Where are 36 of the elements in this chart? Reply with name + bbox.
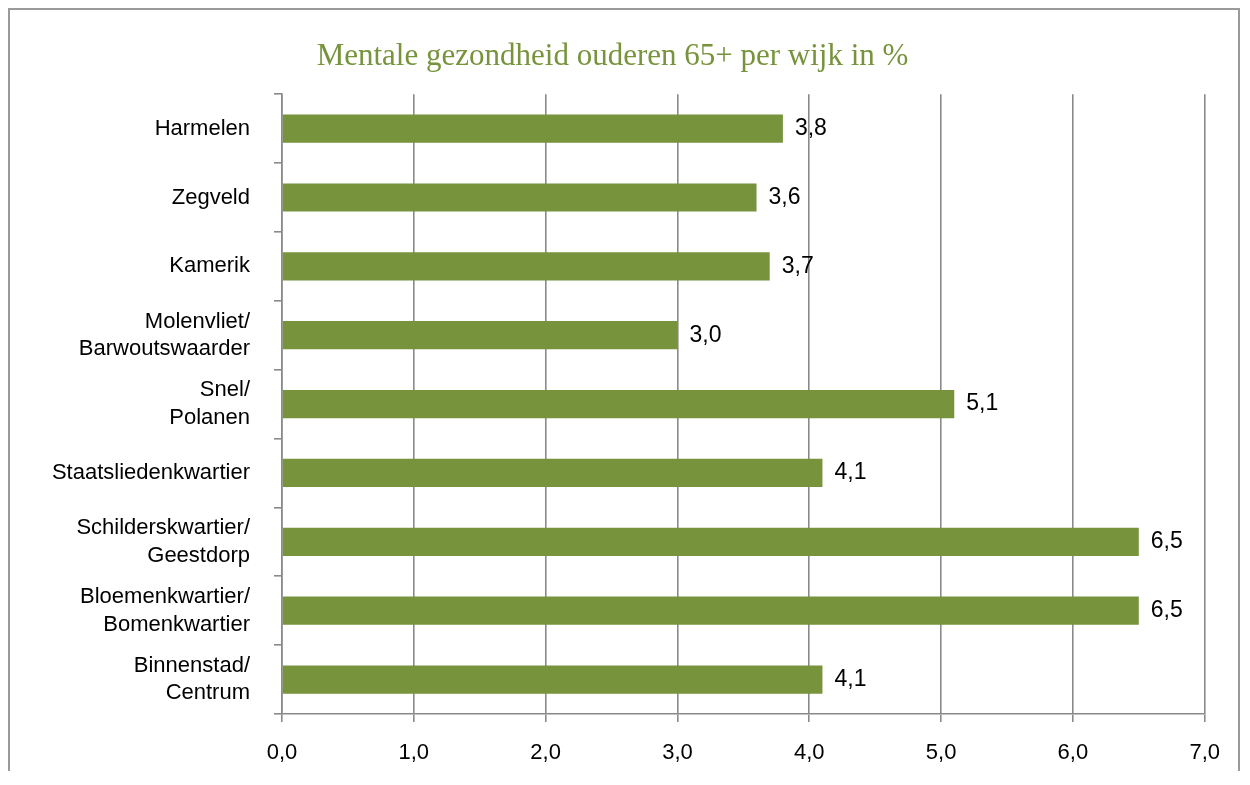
data-label: 3,8 [794,113,827,140]
y-tick-label: Staatsliedenkwartier [51,459,250,485]
data-label: 6,5 [1150,527,1183,554]
x-tick-label: 6,0 [1057,739,1089,765]
y-tick-label: Zegveld [171,183,250,209]
data-label: 4,1 [834,458,867,485]
y-tick-label: Bloemenkwartier/ Bomenkwartier [80,583,251,636]
chart-title: Mentale gezondheid ouderen 65+ per wijk in % [316,36,909,72]
bar [282,527,1139,556]
data-label: 4,1 [834,664,867,691]
data-label: 6,5 [1150,596,1183,623]
bar [282,114,783,143]
y-tick-label: Kamerik [169,252,251,278]
x-tick-label: 4,0 [793,739,825,765]
bar [282,665,823,694]
x-tick-label: 1,0 [398,739,430,765]
data-label: 3,7 [781,251,814,278]
x-tick-label: 5,0 [925,739,957,765]
bar [282,321,678,350]
bar [282,458,823,488]
x-tick-label: 7,0 [1189,739,1221,765]
y-tick-label: Binnenstad/ Centrum [133,651,251,705]
data-label: 3,0 [689,320,722,347]
data-label: 5,1 [966,389,999,416]
x-tick-label: 2,0 [530,739,561,765]
bar [282,252,770,281]
y-tick-label: Snel/ Polanen [169,376,251,429]
bar [282,183,757,212]
y-tick-label: Harmelen [154,114,250,140]
data-label: 3,6 [768,182,801,209]
x-tick-label: 0,0 [266,739,298,765]
bar [282,596,1139,625]
x-tick-label: 3,0 [662,739,693,765]
y-tick-label: Schilderskwartier/ Geestdorp [76,514,251,567]
bar [282,389,955,419]
y-tick-label: Molenvliet/ Barwoutswaarder [78,307,251,361]
